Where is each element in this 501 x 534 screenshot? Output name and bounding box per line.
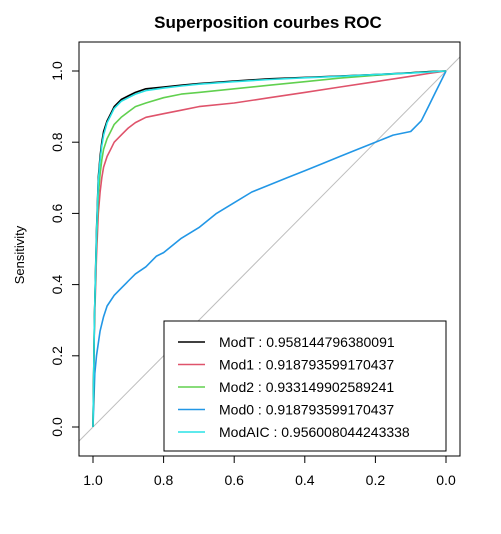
y-tick-label: 1.0 xyxy=(49,61,65,81)
chart-title: Superposition courbes ROC xyxy=(154,13,382,32)
legend-label: ModT : 0.958144796380091 xyxy=(219,334,395,350)
y-tick-label: 0.4 xyxy=(49,275,65,295)
y-tick-label: 0.2 xyxy=(49,346,65,366)
x-tick-label: 0.4 xyxy=(295,472,315,488)
x-tick-label: 0.8 xyxy=(154,472,174,488)
y-tick-label: 0.0 xyxy=(49,417,65,437)
legend: ModT : 0.958144796380091 Mod1 : 0.9187935… xyxy=(164,321,446,451)
x-tick-label: 0.2 xyxy=(366,472,386,488)
y-tick-label: 0.8 xyxy=(49,132,65,152)
legend-label: Mod1 : 0.918793599170437 xyxy=(219,357,394,373)
x-tick-label: 0.0 xyxy=(436,472,456,488)
x-tick-label: 1.0 xyxy=(83,472,103,488)
y-axis-label: Sensitivity xyxy=(12,225,27,284)
legend-label: Mod0 : 0.918793599170437 xyxy=(219,402,394,418)
legend-label: ModAIC : 0.956008044243338 xyxy=(219,424,410,440)
x-tick-label: 0.6 xyxy=(224,472,244,488)
y-tick-label: 0.6 xyxy=(49,203,65,223)
legend-label: Mod2 : 0.933149902589241 xyxy=(219,379,394,395)
